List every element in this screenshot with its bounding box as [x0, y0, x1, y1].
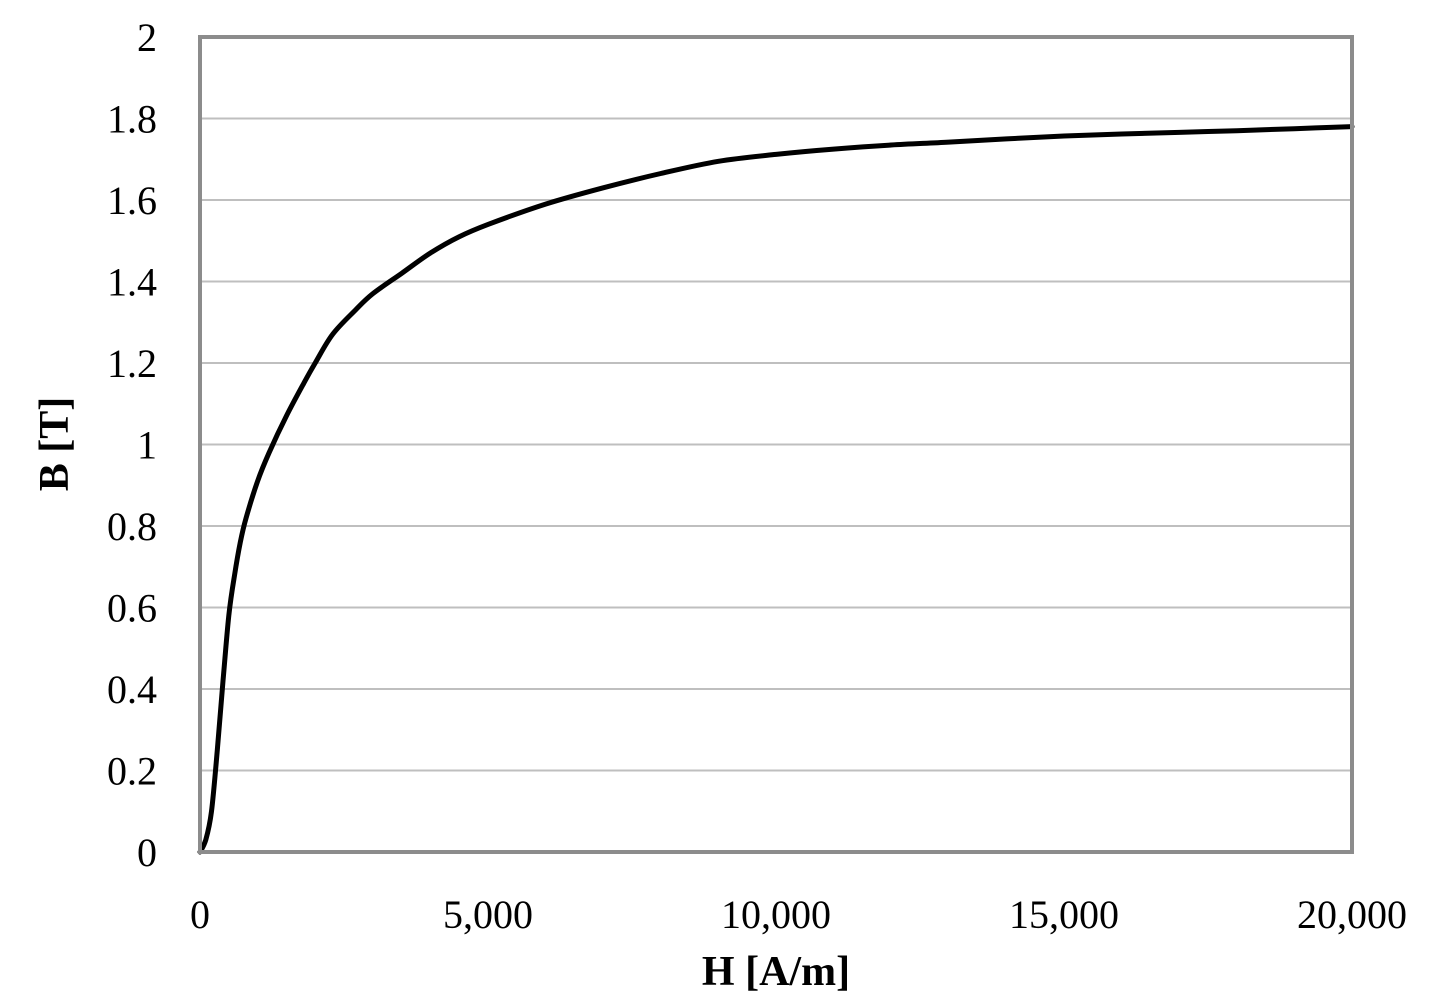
y-axis-title: B [T]: [32, 397, 78, 492]
y-tick-label: 1.2: [107, 341, 157, 386]
y-tick-label: 0.6: [107, 586, 157, 631]
x-axis-title: H [A/m]: [702, 949, 850, 995]
y-tick-label: 1: [137, 423, 157, 468]
x-tick-label: 10,000: [721, 892, 831, 937]
x-tick-label: 5,000: [443, 892, 533, 937]
y-tick-label: 0.4: [107, 667, 157, 712]
gridlines: [200, 117, 1352, 772]
x-axis-tick-labels: 0 5,000 10,000 15,000 20,000: [190, 892, 1407, 937]
y-tick-label: 0: [137, 830, 157, 875]
y-tick-label: 0.2: [107, 749, 157, 794]
y-axis-tick-labels: 0 0.2 0.4 0.6 0.8 1 1.2 1.4 1.6 1.8 2: [107, 15, 157, 875]
y-tick-label: 0.8: [107, 504, 157, 549]
y-tick-label: 2: [137, 15, 157, 60]
series-line-0: [197, 124, 1355, 855]
y-tick-label: 1.8: [107, 97, 157, 142]
y-tick-label: 1.6: [107, 178, 157, 223]
series-layer: [197, 124, 1355, 855]
x-tick-label: 0: [190, 892, 210, 937]
x-tick-label: 15,000: [1009, 892, 1119, 937]
y-tick-label: 1.4: [107, 260, 157, 305]
plot-area-frame: [198, 35, 1354, 854]
x-tick-label: 20,000: [1297, 892, 1407, 937]
